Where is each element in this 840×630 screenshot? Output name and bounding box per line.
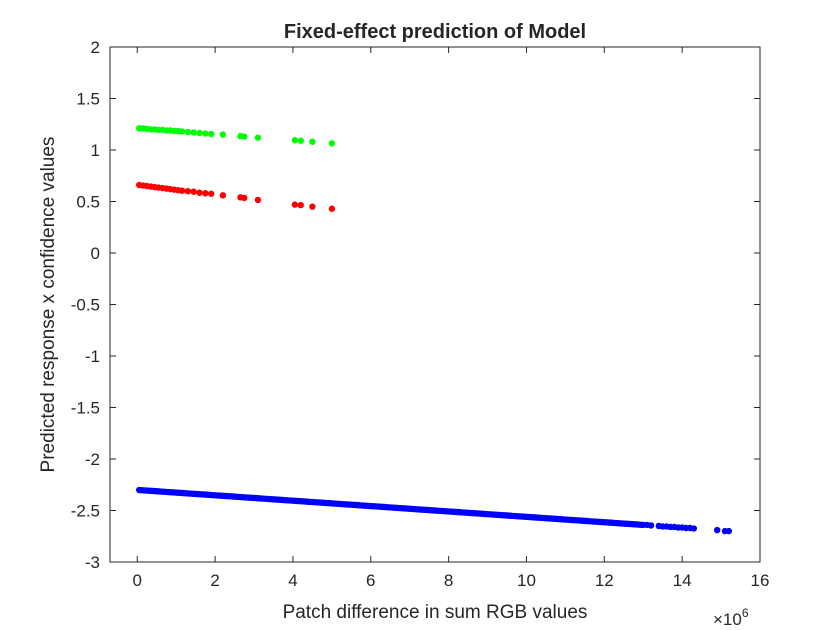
data-point: [178, 128, 186, 135]
y-tick-label: -3: [85, 553, 100, 572]
data-point: [328, 205, 336, 212]
data-point: [208, 190, 215, 197]
x-axis-label: Patch difference in sum RGB values: [283, 602, 588, 623]
data-point: [196, 129, 203, 137]
axes-layer: 0 2 4 6 8 10 12 14 16 2 1.5 1 0.5 0 -0.5 -1 -1.5 -2 -2.5 -3: [71, 38, 770, 590]
x-tick-label: 16: [751, 571, 770, 590]
data-point: [254, 134, 262, 141]
x-axis-exponent-power: 6: [742, 606, 749, 620]
y-axis-label: Predicted response x confidence values: [38, 137, 59, 473]
y-tick-label: -0.5: [71, 296, 100, 315]
data-point: [725, 527, 733, 535]
x-tick-label: 8: [444, 571, 453, 590]
data-point: [219, 192, 227, 199]
data-point: [241, 133, 248, 140]
data-point: [219, 131, 227, 138]
series-layer: [135, 125, 733, 535]
y-tick-label: -2.5: [71, 502, 100, 521]
data-point: [241, 194, 248, 202]
series-3: [135, 486, 733, 535]
data-point: [647, 522, 655, 529]
data-point: [291, 137, 299, 144]
plot-area: [110, 47, 760, 562]
chart-title: Fixed-effect prediction of Model: [284, 21, 586, 43]
y-tick-label: 1: [91, 141, 100, 160]
y-tick-label: -1.5: [71, 399, 100, 418]
data-point: [202, 130, 209, 137]
x-axis-exponent-label: ×106: [713, 606, 749, 629]
data-point: [690, 525, 698, 532]
data-point: [196, 189, 203, 196]
data-point: [309, 138, 316, 145]
y-tick-label: -1: [85, 347, 100, 366]
y-tick-label: -2: [85, 450, 100, 469]
y-tick-label: 0.5: [76, 193, 100, 212]
data-point: [713, 526, 721, 534]
data-point: [297, 201, 304, 209]
data-point: [297, 137, 304, 144]
data-point: [184, 128, 192, 136]
x-tick-label: 0: [133, 571, 142, 590]
x-tick-label: 6: [366, 571, 375, 590]
data-point: [254, 196, 262, 204]
data-point: [178, 187, 186, 194]
data-point: [184, 188, 192, 195]
data-point: [202, 190, 209, 197]
data-point: [309, 203, 316, 210]
x-axis-exponent-base: ×10: [713, 610, 742, 629]
x-tick-label: 10: [517, 571, 536, 590]
y-tick-label: 2: [91, 38, 100, 57]
x-tick-label: 2: [210, 571, 219, 590]
y-tick-label: 0: [91, 244, 100, 263]
data-point: [208, 130, 215, 138]
data-point: [190, 129, 197, 136]
data-point: [291, 201, 299, 208]
x-tick-label: 12: [595, 571, 614, 590]
x-tick-label: 14: [673, 571, 692, 590]
data-point: [328, 140, 336, 147]
y-tick-label: 1.5: [76, 90, 100, 109]
series-1: [135, 125, 336, 147]
data-point: [190, 188, 197, 195]
series-2: [135, 181, 336, 212]
x-tick-label: 4: [288, 571, 297, 590]
